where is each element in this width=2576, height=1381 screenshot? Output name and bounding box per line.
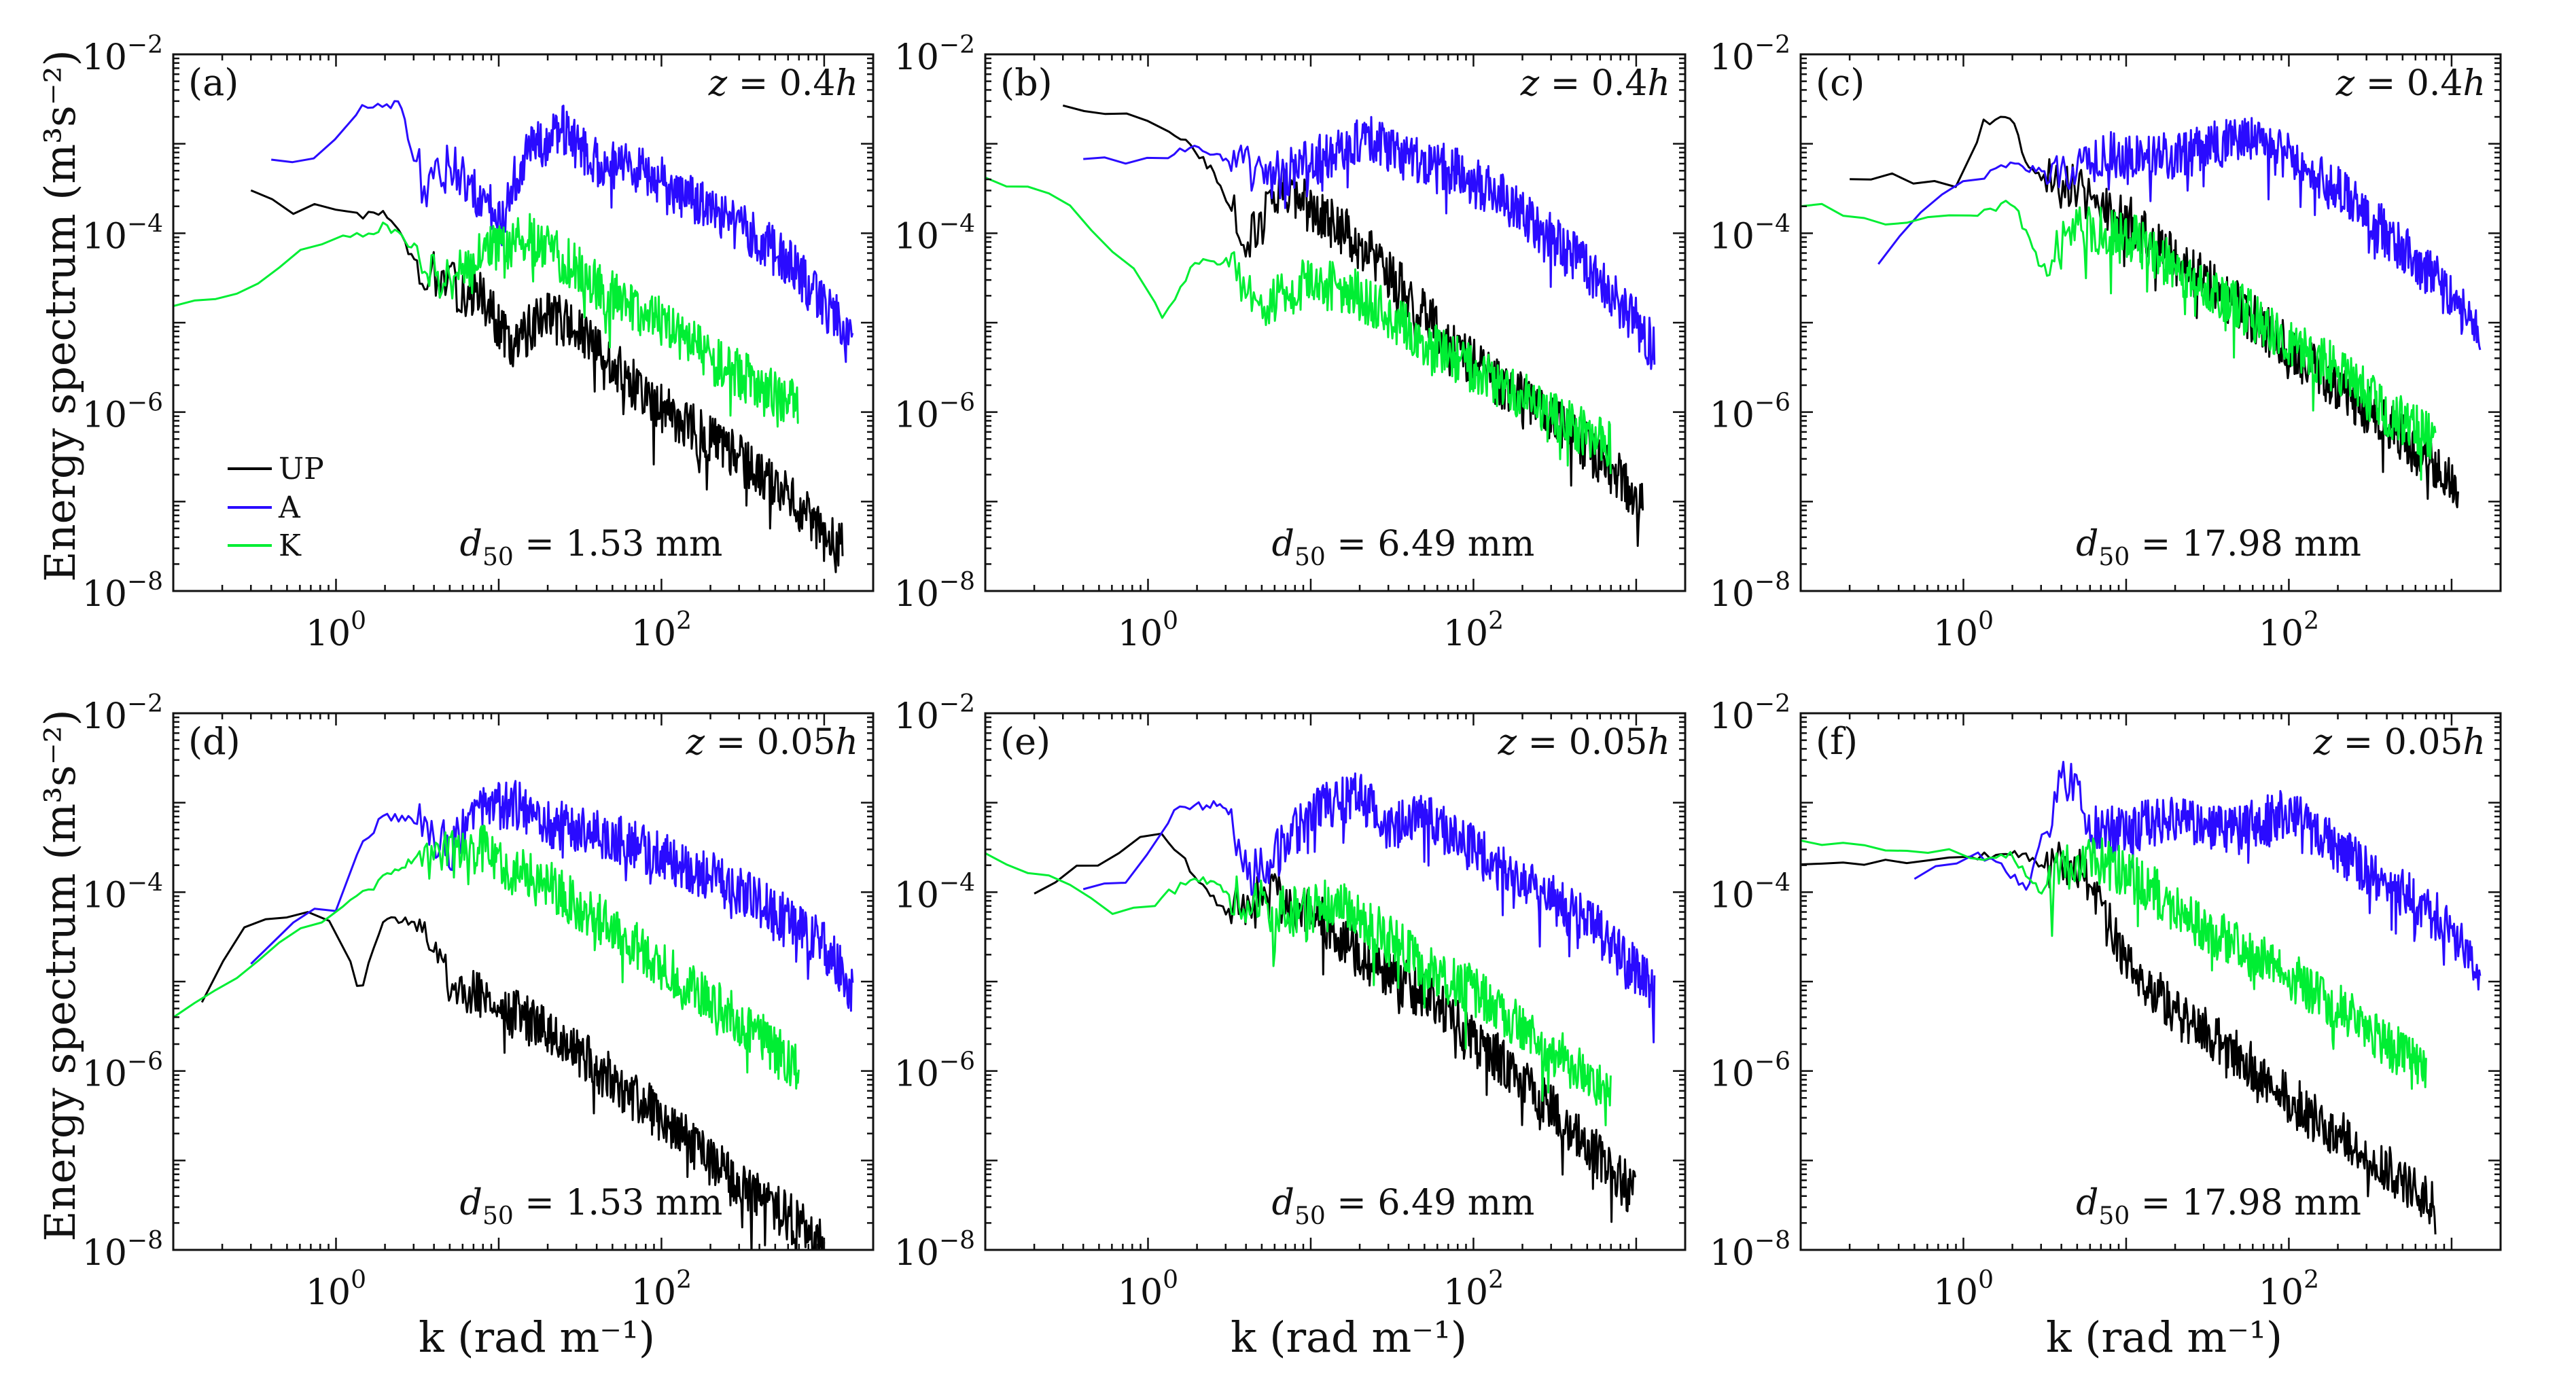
y-tick-label: 10−6 (82, 1048, 163, 1095)
x-axis-label-middle: k (rad m⁻¹) (1231, 1312, 1467, 1362)
z-label: z = 0.4h (1520, 63, 1670, 104)
series-up-line (1062, 104, 1644, 548)
y-tick-label: 10−4 (894, 210, 975, 257)
series-group (985, 772, 1656, 1223)
series-a-line (250, 780, 854, 1012)
y-tick-label: 10−8 (894, 568, 975, 615)
axes-frame (1799, 53, 2502, 592)
y-axis-label-bottom: Energy spectrum (m³s⁻²) (35, 709, 85, 1241)
panel-label: (f) (1816, 720, 1858, 763)
panel-label: (e) (1000, 720, 1051, 763)
panels: 100 102 10−8 10−6 10−4 10−2 (a) z = 0.4h d50 = 1… (82, 31, 2502, 1313)
panel-label: (d) (188, 720, 241, 763)
series-k-line (173, 213, 799, 428)
y-tick-label: 10−6 (1710, 389, 1790, 436)
panel-label: (c) (1816, 61, 1865, 104)
d50-label: d50 = 6.49 mm (1272, 524, 1535, 571)
x-tick-label: 100 (1118, 1266, 1178, 1313)
x-tick-label: 100 (306, 607, 366, 654)
y-tick-label: 10−4 (82, 869, 163, 916)
y-tick-label: 10−8 (1710, 568, 1790, 615)
x-axis-label-right: k (rad m⁻¹) (2046, 1312, 2282, 1362)
y-tick-label: 10−2 (894, 31, 975, 78)
series-group (173, 100, 854, 573)
axes-frame (172, 712, 875, 1251)
x-tick-label: 102 (631, 1266, 692, 1313)
series-k-line (1801, 200, 2437, 481)
legend: UP A K (228, 452, 324, 563)
y-tick-label: 10−4 (82, 210, 163, 257)
series-up-line (1034, 832, 1637, 1223)
axes-frame (984, 53, 1687, 592)
d50-label: d50 = 17.98 mm (2076, 524, 2361, 571)
y-axis-label-top: Energy spectrum (m³s⁻²) (35, 50, 85, 581)
y-tick-label: 10−8 (82, 1227, 163, 1274)
series-group (1801, 761, 2482, 1235)
panel-d: 100 102 10−8 10−6 10−4 10−2 (d) z = 0.05h d50 = … (82, 690, 875, 1313)
y-tick-label: 10−6 (894, 389, 975, 436)
x-tick-label: 100 (1933, 1266, 1994, 1313)
panel-label: (a) (188, 61, 239, 104)
x-tick-label: 100 (1118, 607, 1178, 654)
series-a-line (1877, 117, 2482, 351)
y-tick-label: 10−6 (82, 389, 163, 436)
series-a-line (1913, 761, 2482, 991)
x-tick-label: 100 (306, 1266, 366, 1313)
y-tick-label: 10−2 (82, 690, 163, 737)
x-tick-label: 102 (2259, 1266, 2319, 1313)
series-a-line (271, 100, 854, 363)
z-label: z = 0.4h (708, 63, 858, 104)
series-up-line (1850, 115, 2459, 509)
legend-label-k: K (279, 528, 302, 563)
x-axis-label-left: k (rad m⁻¹) (419, 1312, 655, 1362)
y-tick-label: 10−6 (1710, 1048, 1790, 1095)
d50-label: d50 = 1.53 mm (460, 1183, 723, 1230)
x-tick-label: 102 (2259, 607, 2319, 654)
y-tick-label: 10−2 (1710, 690, 1790, 737)
y-tick-label: 10−4 (1710, 869, 1790, 916)
x-tick-label: 100 (1933, 607, 1994, 654)
series-k-line (1801, 837, 2427, 1090)
legend-label-up: UP (279, 452, 324, 486)
legend-label-a: A (278, 490, 301, 525)
y-tick-label: 10−8 (1710, 1227, 1790, 1274)
x-tick-label: 102 (631, 607, 692, 654)
panel-f: 100 102 10−8 10−6 10−4 10−2 (f) z = 0.05h d50 = … (1710, 690, 2502, 1313)
d50-label: d50 = 1.53 mm (460, 524, 723, 571)
y-tick-label: 10−2 (894, 690, 975, 737)
series-k-line (173, 824, 800, 1090)
panel-a: 100 102 10−8 10−6 10−4 10−2 (a) z = 0.4h d50 = 1… (82, 31, 875, 654)
series-up-line (200, 911, 826, 1250)
series-group (1801, 115, 2482, 509)
z-label: z = 0.05h (1498, 722, 1670, 763)
panel-label: (b) (1000, 61, 1053, 104)
series-a-line (1082, 772, 1656, 1043)
y-tick-label: 10−8 (894, 1227, 975, 1274)
y-tick-label: 10−2 (82, 31, 163, 78)
panel-b: 100 102 10−8 10−6 10−4 10−2 (b) z = 0.4h d50 = 6… (894, 31, 1687, 654)
y-tick-label: 10−4 (1710, 210, 1790, 257)
y-tick-label: 10−2 (1710, 31, 1790, 78)
z-label: z = 0.05h (2313, 722, 2486, 763)
series-group (985, 104, 1656, 548)
x-tick-label: 102 (1443, 607, 1504, 654)
z-label: z = 0.4h (2335, 63, 2486, 104)
d50-label: d50 = 6.49 mm (1272, 1183, 1535, 1230)
series-k-line (985, 852, 1612, 1126)
d50-label: d50 = 17.98 mm (2076, 1183, 2361, 1230)
series-group (173, 780, 854, 1250)
series-a-line (1083, 115, 1656, 370)
y-tick-label: 10−6 (894, 1048, 975, 1095)
y-tick-label: 10−4 (894, 869, 975, 916)
series-k-line (985, 177, 1612, 474)
series-up-line (1801, 841, 2437, 1235)
panel-c: 100 102 10−8 10−6 10−4 10−2 (c) z = 0.4h d50 = 1… (1710, 31, 2502, 654)
panel-e: 100 102 10−8 10−6 10−4 10−2 (e) z = 0.05h d50 = … (894, 690, 1687, 1313)
x-tick-label: 102 (1443, 1266, 1504, 1313)
series-up-line (250, 189, 844, 573)
y-tick-label: 10−8 (82, 568, 163, 615)
z-label: z = 0.05h (686, 722, 858, 763)
